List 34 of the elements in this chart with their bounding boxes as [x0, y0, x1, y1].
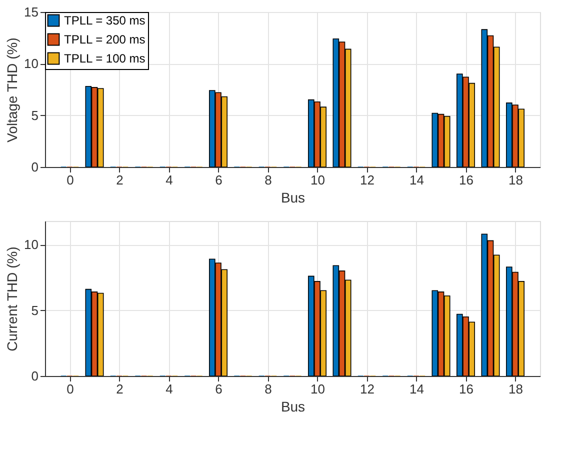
- x-tick-label: 14: [410, 172, 424, 188]
- x-tick-label: 12: [360, 172, 374, 188]
- x-tick-label: 4: [166, 382, 173, 396]
- x-tick-label: 2: [116, 382, 124, 396]
- y-tick-label: 5: [31, 108, 38, 123]
- legend-label: TPLL = 100 ms: [64, 52, 146, 66]
- y-tick-label: 10: [24, 56, 38, 72]
- x-axis-title: Bus: [280, 190, 306, 206]
- x-tick-label: 0: [66, 382, 74, 396]
- y-tick-label: 5: [31, 302, 38, 318]
- y-tick-label: 10: [24, 237, 38, 252]
- x-tick-label: 18: [508, 172, 523, 188]
- x-tick-label: 2: [116, 172, 124, 188]
- x-axis-title: Bus: [280, 398, 306, 414]
- x-tick-label: 16: [459, 172, 474, 188]
- x-tick-label: 18: [508, 382, 523, 396]
- x-tick-label: 6: [215, 172, 222, 188]
- x-tick-label: 12: [360, 382, 374, 396]
- legend-label: TPLL = 200 ms: [64, 32, 146, 46]
- x-tick-label: 6: [215, 382, 222, 396]
- x-tick-label: 0: [66, 172, 74, 188]
- y-axis-title: Current THD (%): [4, 246, 20, 352]
- x-tick-label: 16: [459, 382, 474, 396]
- y-tick-label: 0: [31, 160, 38, 174]
- y-axis-title: Voltage THD (%): [4, 38, 20, 142]
- x-tick-label: 4: [166, 172, 173, 188]
- x-tick-label: 10: [310, 172, 325, 188]
- x-tick-label: 8: [264, 382, 272, 396]
- y-tick-label: 15: [24, 4, 38, 20]
- legend-label: TPLL = 350 ms: [64, 14, 146, 28]
- x-tick-label: 10: [310, 382, 325, 396]
- x-tick-label: 14: [410, 382, 424, 396]
- x-tick-label: 8: [264, 172, 272, 188]
- y-tick-label: 0: [31, 368, 38, 384]
